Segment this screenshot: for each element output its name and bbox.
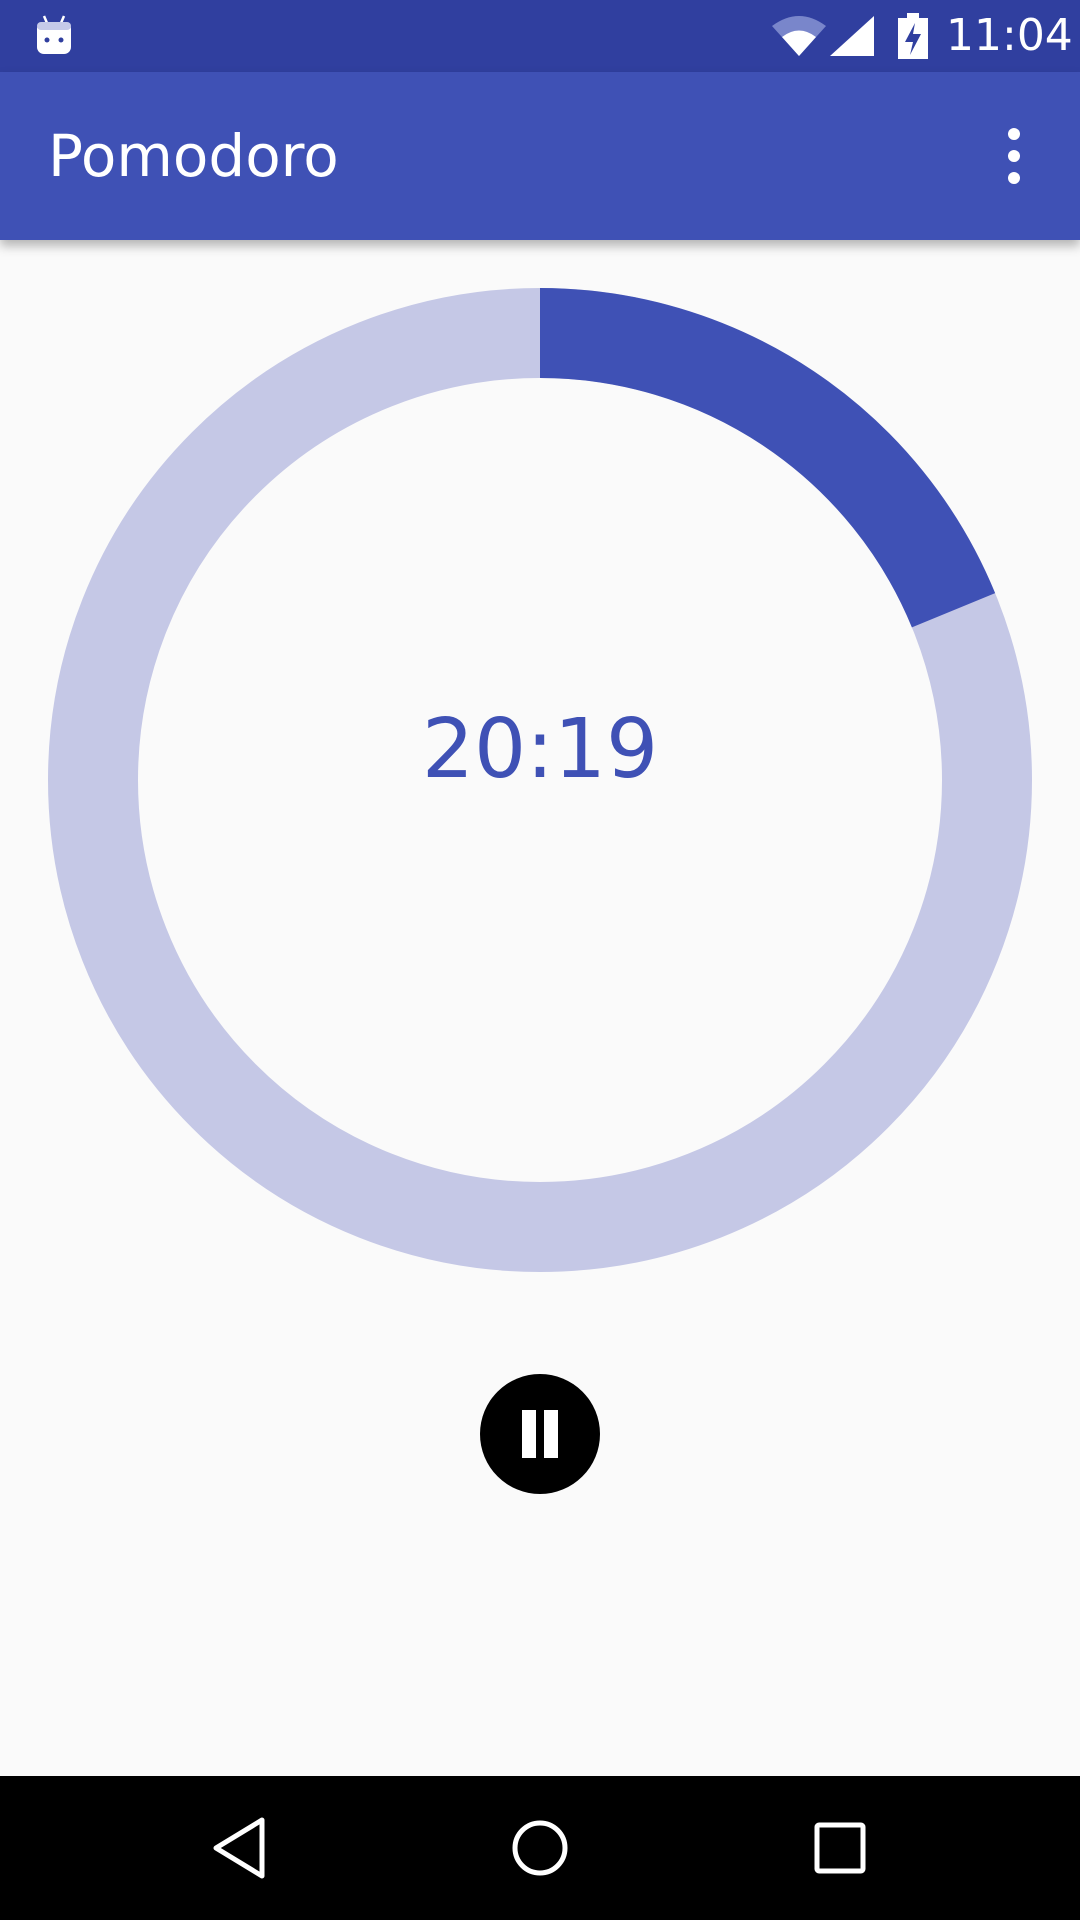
recents-icon[interactable] xyxy=(800,1808,880,1888)
home-icon[interactable] xyxy=(500,1808,580,1888)
battery-charging-icon xyxy=(898,13,928,59)
timer-progress-arc xyxy=(539,288,996,628)
status-clock: 11:04 xyxy=(946,10,1073,61)
timer-remaining-text: 20:19 xyxy=(421,702,659,797)
signal-icon xyxy=(830,16,874,56)
app-bar: Pomodoro xyxy=(0,72,1080,240)
back-icon[interactable] xyxy=(200,1808,280,1888)
timer-progress-ring xyxy=(48,288,1032,1272)
pause-button[interactable] xyxy=(480,1374,600,1494)
app-title: Pomodoro xyxy=(48,122,339,190)
navigation-bar xyxy=(0,1776,1080,1920)
android-notification-icon xyxy=(37,15,71,54)
wifi-icon xyxy=(772,16,826,56)
more-vert-icon[interactable] xyxy=(984,120,1044,192)
status-bar: 11:04 xyxy=(0,0,1080,72)
